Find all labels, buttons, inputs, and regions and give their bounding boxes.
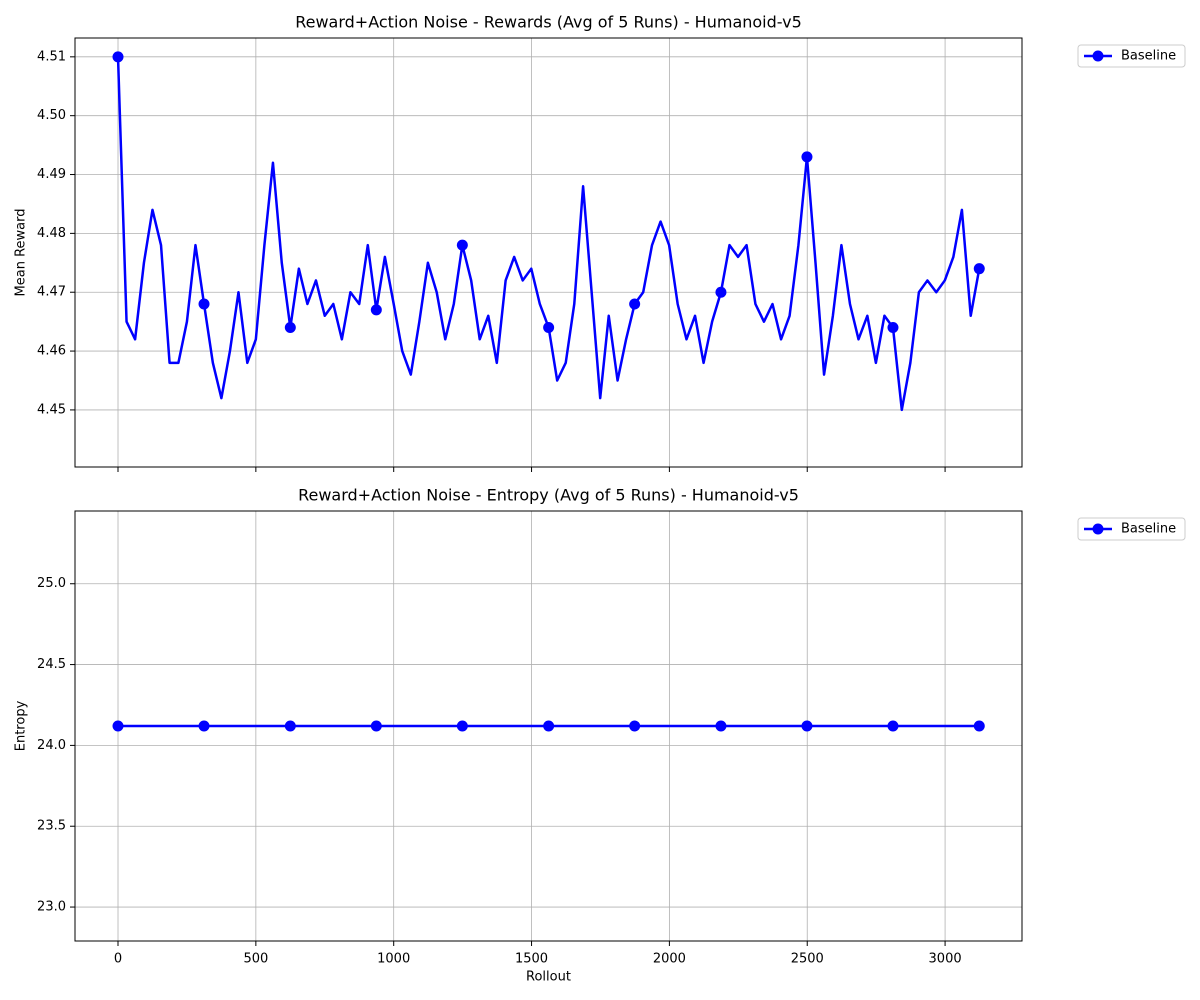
series-marker [198, 720, 210, 732]
y-axis-label: Entropy [14, 700, 29, 751]
x-tick-label: 3000 [929, 952, 962, 967]
legend-marker [1092, 523, 1104, 535]
x-tick-label: 2500 [791, 952, 824, 967]
series-marker [715, 286, 727, 298]
series-marker [112, 51, 124, 63]
y-tick-label: 23.0 [37, 900, 66, 915]
series-marker [284, 720, 296, 732]
series-marker [629, 298, 641, 310]
series-marker [715, 720, 727, 732]
plot-frame [74, 37, 1023, 468]
title: Reward+Action Noise - Entropy (Avg of 5 … [298, 486, 799, 505]
series-marker [887, 322, 899, 334]
series-marker [801, 151, 813, 163]
x-tick-label: 500 [243, 952, 268, 967]
y-tick-label: 4.49 [37, 167, 66, 182]
legend-label: Baseline [1121, 49, 1176, 64]
title: Reward+Action Noise - Rewards (Avg of 5 … [295, 13, 802, 32]
series-marker [456, 239, 468, 251]
x-tick-label: 2000 [653, 952, 686, 967]
y-tick-label: 4.50 [37, 108, 66, 123]
series-marker [973, 263, 985, 275]
x-axis-label: Rollout [526, 970, 571, 985]
y-axis-label: Mean Reward [14, 209, 29, 297]
y-tick-label: 4.47 [37, 285, 66, 300]
x-tick-label: 1000 [377, 952, 410, 967]
y-tick-label: 4.45 [37, 402, 66, 417]
y-tick-label: 23.5 [37, 819, 66, 834]
series-marker [198, 298, 210, 310]
legend-marker [1092, 50, 1104, 62]
series-marker [543, 322, 555, 334]
series-marker [543, 720, 555, 732]
series-marker [370, 304, 382, 316]
series-marker [801, 720, 813, 732]
y-tick-label: 4.48 [37, 226, 66, 241]
series-marker [284, 322, 296, 334]
series-marker [112, 720, 124, 732]
x-tick-label: 1500 [515, 952, 548, 967]
plot-frame [74, 510, 1023, 942]
series-marker [456, 720, 468, 732]
y-tick-label: 25.0 [37, 576, 66, 591]
series-marker [370, 720, 382, 732]
legend-label: Baseline [1121, 522, 1176, 537]
series-marker [887, 720, 899, 732]
legend-box [1077, 517, 1186, 541]
legend-box [1077, 44, 1186, 68]
y-tick-label: 24.5 [37, 657, 66, 672]
x-tick-label: 0 [114, 952, 122, 967]
y-tick-label: 4.46 [37, 344, 66, 359]
y-tick-label: 24.0 [37, 738, 66, 753]
y-tick-label: 4.51 [37, 49, 66, 64]
series-marker [973, 720, 985, 732]
series-marker [629, 720, 641, 732]
